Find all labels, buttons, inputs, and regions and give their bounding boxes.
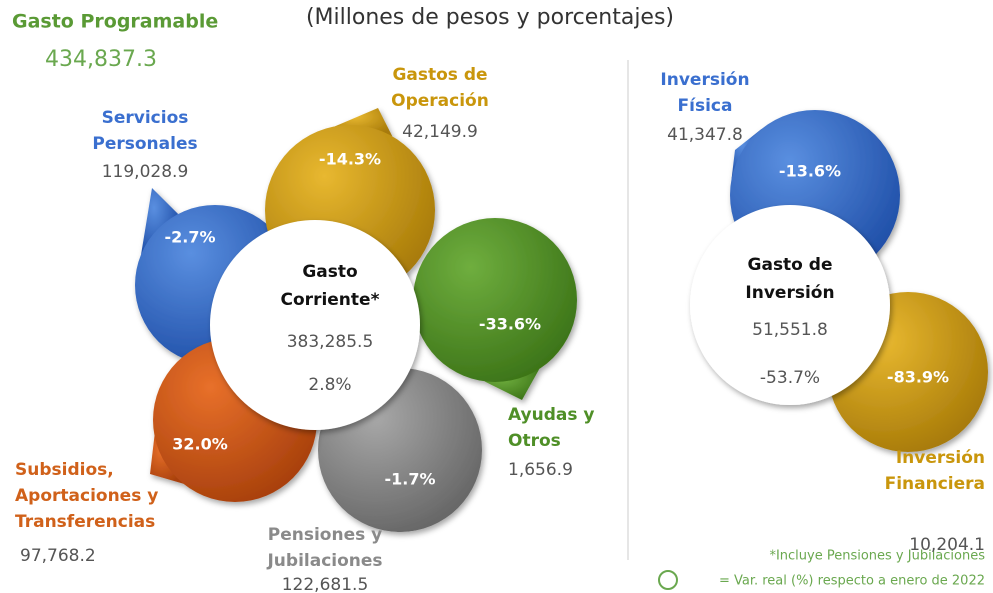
item-label: Gasto de: [748, 255, 833, 275]
change-value: -14.3%: [319, 150, 381, 169]
item-label: Otros: [508, 431, 561, 451]
item-label: Física: [678, 96, 733, 116]
legend-circle: [658, 570, 678, 590]
item-label: Gastos de: [392, 65, 487, 85]
bubble-tail: [334, 108, 393, 137]
change-value: -1.7%: [384, 470, 435, 489]
change-value: 32.0%: [172, 435, 228, 454]
item-amount: 41,347.8: [667, 125, 743, 145]
change-value: -13.6%: [779, 162, 841, 181]
item-label: Pensiones y: [268, 525, 382, 545]
item-label: Aportaciones y: [15, 486, 158, 506]
center-change: 2.8%: [308, 375, 351, 395]
item-label: Subsidios,: [15, 460, 114, 480]
item-label: Servicios: [102, 108, 189, 128]
item-amount: 1,656.9: [508, 460, 573, 480]
bubble-tail: [484, 369, 540, 400]
bubble-tail: [141, 188, 179, 255]
item-label: Inversión: [660, 70, 749, 90]
legend-text: = Var. real (%) respecto a enero de 2022: [719, 574, 985, 589]
item-amount: 97,768.2: [20, 546, 96, 566]
item-label: Jubilaciones: [266, 551, 382, 571]
item-label: Gasto: [302, 262, 357, 282]
item-amount: 119,028.9: [102, 162, 189, 182]
item-label: Inversión: [896, 448, 985, 468]
item-label: Financiera: [885, 474, 985, 494]
change-value: -83.9%: [887, 368, 949, 387]
change-value: -2.7%: [164, 228, 215, 247]
center-circle: [210, 220, 420, 430]
change-value: -33.6%: [479, 315, 541, 334]
item-label: Operación: [391, 91, 489, 111]
center-circle: [690, 205, 890, 405]
item-amount: 10,204.1: [909, 535, 985, 555]
center-amount: 51,551.8: [752, 320, 828, 340]
footnote: *Incluye Pensiones y Jubilaciones: [769, 549, 985, 564]
center-amount: 383,285.5: [287, 332, 374, 352]
item-amount: 42,149.9: [402, 122, 478, 142]
item-label: Transferencias: [15, 512, 155, 532]
item-label: Ayudas y: [508, 405, 595, 425]
item-label: Inversión: [745, 283, 834, 303]
center-change: -53.7%: [760, 368, 820, 388]
total: 434,837.3: [45, 47, 157, 72]
item-amount: 122,681.5: [282, 575, 369, 593]
item-label: Corriente*: [281, 290, 380, 310]
bubble-circle: [413, 218, 577, 382]
item-label: Personales: [92, 134, 197, 154]
title: Gasto Programable: [12, 11, 218, 33]
bubble: [413, 218, 577, 400]
subtitle: (Millones de pesos y porcentajes): [306, 5, 674, 30]
